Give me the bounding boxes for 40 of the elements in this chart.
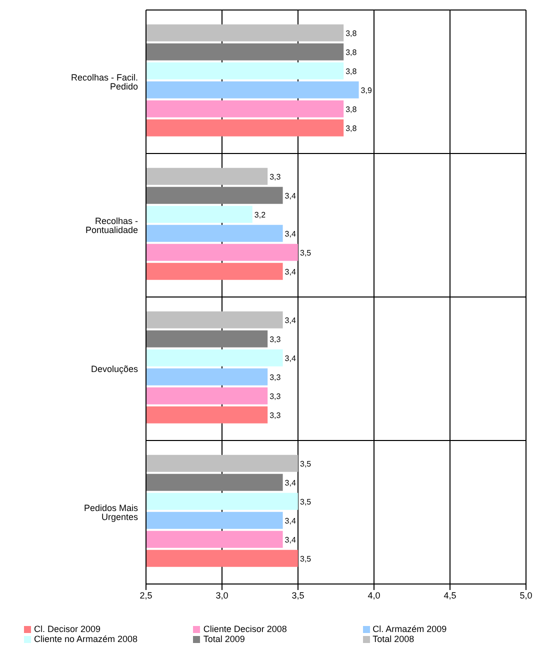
legend-label: Total 2009 [203,634,245,644]
y-tick-label: Devoluções [90,364,138,374]
x-tick-label: 2,5 [140,590,152,600]
legend-label: Cliente no Armazém 2008 [34,634,138,644]
data-label: 3,5 [300,554,312,564]
data-label: 3,3 [270,172,282,182]
data-label: 3,5 [300,248,312,258]
x-tick-label: 3,5 [292,590,304,600]
x-tick-label: 5,0 [520,590,532,600]
legend-label: Cl. Decisor 2009 [34,624,101,634]
data-label: 3,4 [284,535,296,544]
data-label: 3,4 [284,316,296,325]
legend-label: Cl. Armazém 2009 [372,624,447,634]
data-label: 3,8 [346,28,358,38]
data-label: 3,4 [284,267,296,276]
data-label: 3,3 [270,410,282,420]
data-label: 3,9 [360,86,372,95]
data-label: 3,4 [284,478,296,488]
data-label: 3,4 [284,229,296,238]
legend-label: Total 2008 [372,634,414,644]
y-tick-label: Pedidos Mais Urgentes [84,502,138,522]
data-label: 3,2 [254,210,266,220]
x-tick-label: 4,0 [368,590,380,600]
y-tick-label: Recolhas - Pontualidade [85,216,138,235]
x-tick-label: 4,5 [444,590,456,600]
data-label: 3,4 [284,516,296,526]
legend-label: Cliente Decisor 2008 [203,624,287,634]
data-label: 3,3 [270,392,282,401]
data-label: 3,4 [284,191,296,200]
y-tick-label: Recolhas - Facil. Pedido [70,72,138,92]
data-label: 3,8 [346,104,358,114]
data-label: 3,5 [300,459,312,468]
x-tick-label: 3,0 [216,590,228,600]
data-label: 3,3 [270,334,282,344]
data-label: 3,8 [346,48,358,57]
data-label: 3,3 [270,372,282,382]
data-label: 3,5 [300,497,312,506]
data-label: 3,8 [346,66,358,76]
data-label: 3,4 [284,354,296,363]
data-label: 3,8 [346,124,358,133]
